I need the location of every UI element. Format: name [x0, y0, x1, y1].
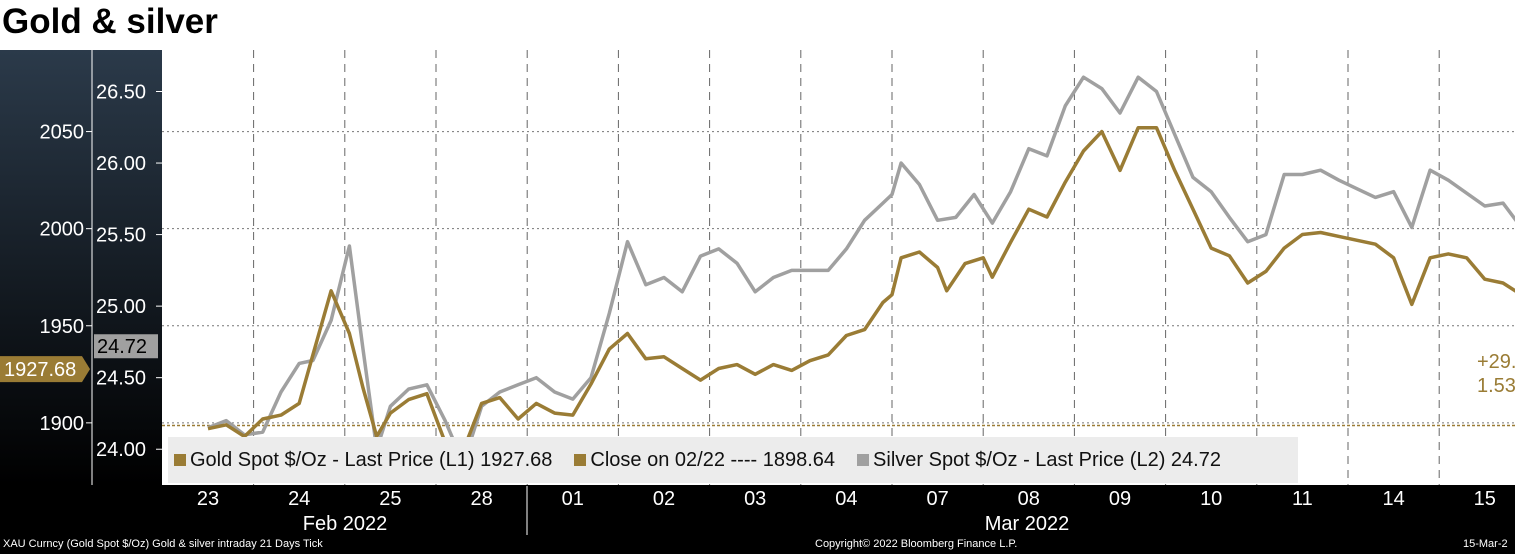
footer-source: XAU Curncy (Gold Spot $/Oz) Gold & silve…	[3, 538, 323, 550]
gold-swatch	[174, 454, 186, 466]
x-day-label: 07	[926, 488, 948, 510]
legend-gold-last: 1927.68	[480, 448, 553, 471]
left-axis-tick-label: 2000	[40, 219, 85, 241]
gold-series-line	[207, 125, 1515, 452]
right-axis-tick-label: 24.00	[96, 439, 146, 461]
chart-title: Gold & silver	[2, 2, 218, 41]
right-axis-tick-label: 25.50	[96, 225, 146, 247]
x-day-label: 01	[562, 488, 584, 510]
change-label: +29.	[1477, 351, 1515, 373]
x-day-label: 04	[835, 488, 857, 510]
silver-swatch	[857, 454, 870, 466]
change-label: 1.53	[1477, 375, 1515, 397]
bottom-axis-panel	[0, 485, 1515, 554]
x-day-label: 08	[1018, 488, 1040, 510]
x-day-label: 24	[288, 488, 310, 510]
gold-value-tag-text: 1927.68	[4, 359, 76, 381]
legend: Gold Spot $/Oz - Last Price (L1) 1927.68…	[168, 437, 1298, 483]
left-axis-tick-label: 2050	[40, 122, 85, 144]
footer-copyright: Copyright© 2022 Bloomberg Finance L.P.	[815, 538, 1018, 550]
right-axis-tick-label: 26.50	[96, 81, 146, 103]
grid-lines	[162, 50, 1515, 485]
x-day-label: 23	[197, 488, 219, 510]
left-axis-tick-label: 1950	[40, 316, 85, 338]
legend-silver-last: 24.72	[1170, 448, 1221, 471]
left-axis-panel	[0, 50, 162, 485]
silver-series-line	[207, 75, 1515, 466]
legend-silver-name: Silver Spot $/Oz - Last Price (L2)	[873, 448, 1166, 471]
x-day-label: 09	[1109, 488, 1131, 510]
legend-close-last: 1898.64	[762, 448, 836, 471]
x-day-label: 02	[653, 488, 675, 510]
x-month-label: Mar 2022	[985, 513, 1070, 535]
close-swatch	[574, 454, 587, 466]
series-group	[162, 75, 1515, 466]
x-day-label: 03	[744, 488, 766, 510]
right-axis-tick-label: 24.50	[96, 368, 146, 390]
legend-gold-name: Gold Spot $/Oz - Last Price (L1)	[190, 448, 475, 471]
legend-item-gold: Gold Spot $/Oz - Last Price (L1) 1927.68	[174, 449, 552, 472]
silver-value-tag	[94, 334, 158, 359]
x-day-label: 11	[1292, 488, 1313, 510]
right-axis-tick-label: 26.00	[96, 153, 146, 175]
x-day-label: 10	[1200, 488, 1222, 510]
axis-labels: 2050 2000 1950 1900 26.50 26.00 25.50 25.00 24.5…	[0, 81, 1515, 535]
legend-item-silver: Silver Spot $/Oz - Last Price (L2) 24.72	[857, 449, 1221, 472]
x-day-label: 15	[1474, 488, 1496, 510]
gold-value-tag	[0, 356, 90, 383]
footer-date: 15-Mar-2	[1463, 538, 1508, 550]
silver-value-tag-text: 24.72	[97, 336, 147, 358]
x-day-label: 14	[1382, 488, 1404, 510]
legend-close-name: Close on 02/22 ----	[590, 448, 758, 471]
x-day-label: 28	[470, 488, 492, 510]
right-axis-tick-label: 25.00	[96, 296, 146, 318]
x-month-label: Feb 2022	[303, 513, 388, 535]
left-axis-tick-label: 1900	[40, 413, 85, 435]
x-day-label: 25	[379, 488, 401, 510]
legend-item-close: Close on 02/22 ---- 1898.64	[574, 449, 835, 472]
